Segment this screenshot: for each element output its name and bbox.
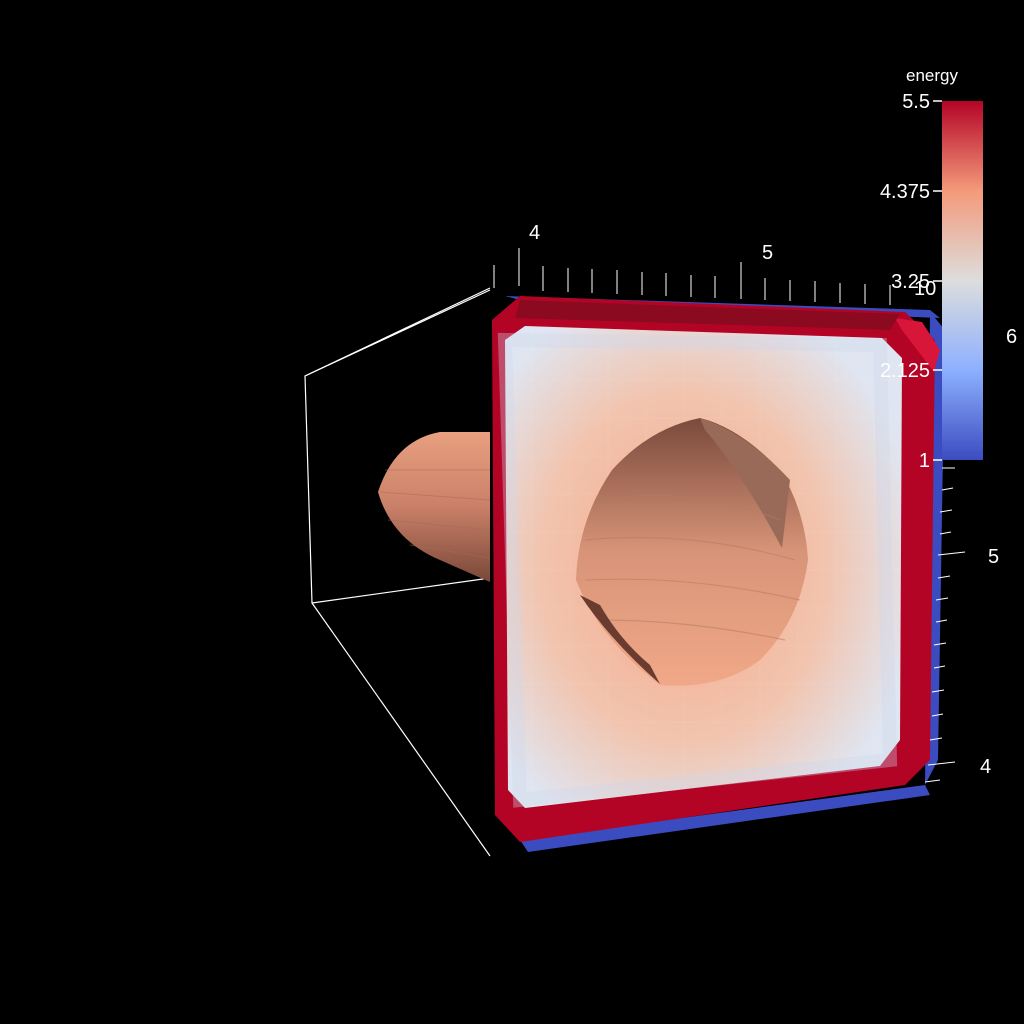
- right-axis-tick-4: 4: [980, 756, 991, 778]
- right-axis: [924, 467, 966, 783]
- scalar-bar-tick-3: 3.25: [891, 271, 930, 293]
- right-axis-tick-10: 10: [914, 278, 936, 300]
- top-axis-tick-4: 4: [529, 222, 540, 244]
- scalar-bar: energy 5.5 4.375 3.25 2.125 1: [880, 66, 983, 472]
- bounding-box: [304, 287, 491, 857]
- scalar-bar-tick-4: 2.125: [880, 360, 930, 382]
- scalar-bar-tick-2: 4.375: [880, 181, 930, 203]
- scalar-bar-tick-min: 1: [919, 450, 930, 472]
- scalar-bar-tick-max: 5.5: [902, 91, 930, 113]
- right-axis-tick-6: 6: [1006, 326, 1017, 348]
- right-axis-tick-5: 5: [988, 546, 999, 568]
- tube-surface: [378, 432, 491, 582]
- scalar-bar-gradient: [942, 101, 983, 460]
- scalar-bar-title: energy: [906, 66, 958, 85]
- top-axis: [493, 248, 891, 305]
- inner-cavity: [576, 418, 808, 686]
- top-axis-tick-5: 5: [762, 242, 773, 264]
